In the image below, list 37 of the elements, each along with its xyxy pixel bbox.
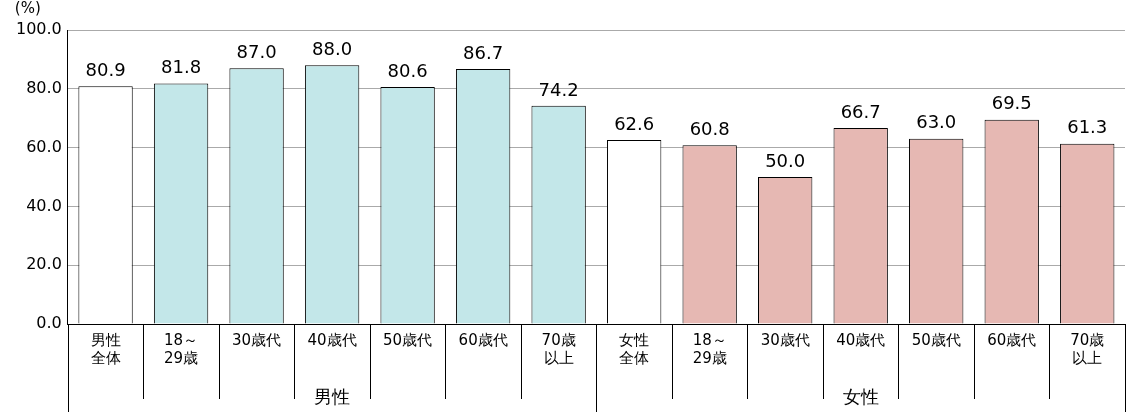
text: 女性 — [842, 385, 879, 407]
y-tick-label: 60.0 — [26, 136, 62, 156]
y-tick-label: 40.0 — [26, 195, 62, 215]
data-label: 88.0 — [312, 37, 353, 59]
data-label: 61.3 — [1067, 116, 1108, 138]
x-tick-label: 70歳以上 — [541, 330, 576, 367]
x-tick-label: 男性全体 — [90, 330, 121, 367]
data-label: 86.7 — [463, 41, 504, 63]
y-tick-label: 20.0 — [26, 254, 62, 274]
data-label: 81.8 — [161, 56, 202, 78]
x-tick-label: 50歳代 — [911, 330, 961, 349]
data-label: 87.0 — [236, 40, 277, 62]
data-label: 69.5 — [991, 92, 1032, 114]
x-tick-label: 60歳代 — [458, 330, 508, 349]
x-tick-label: 70歳以上 — [1070, 330, 1105, 367]
data-label: 74.2 — [538, 78, 579, 100]
x-tick-label: 40歳代 — [307, 330, 357, 349]
y-axis-title: (%) — [14, 0, 41, 18]
data-label: 62.6 — [614, 112, 655, 134]
data-label: 80.9 — [85, 58, 126, 80]
x-tick-label: 18～29歳 — [164, 330, 199, 367]
x-tick-label: 18～29歳 — [692, 330, 727, 367]
x-tick-label: 60歳代 — [987, 330, 1037, 349]
x-tick-label: 30歳代 — [760, 330, 810, 349]
data-label: 60.8 — [689, 117, 730, 139]
data-label: 50.0 — [765, 149, 806, 171]
data-label: 66.7 — [840, 100, 881, 122]
text: 男性 — [314, 385, 351, 407]
data-label: 63.0 — [916, 111, 957, 133]
data-label: 80.6 — [387, 59, 428, 81]
y-tick-label: 100.0 — [15, 19, 62, 39]
x-tick-label: 40歳代 — [836, 330, 886, 349]
y-tick-label: 80.0 — [26, 77, 62, 97]
y-tick-label: 0.0 — [36, 313, 62, 333]
x-tick-label: 女性全体 — [619, 330, 650, 367]
x-tick-label: 50歳代 — [383, 330, 433, 349]
x-tick-label: 30歳代 — [232, 330, 282, 349]
